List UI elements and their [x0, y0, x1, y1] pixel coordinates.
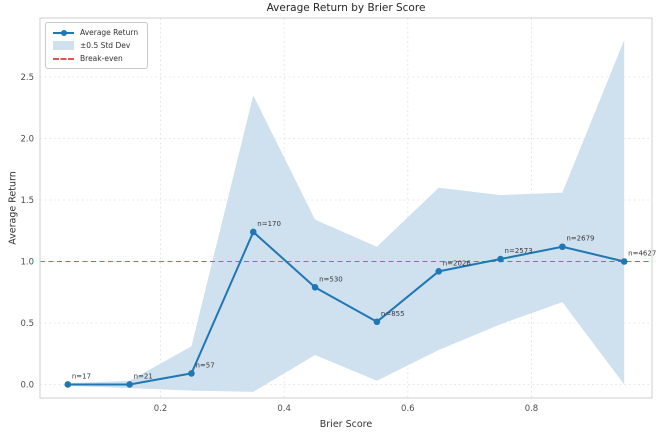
data-point — [249, 228, 257, 236]
y-tick-label: 2.0 — [20, 135, 34, 145]
y-axis-label: Average Return — [7, 171, 19, 245]
point-annotation: n=21 — [134, 372, 153, 380]
marker-dot-icon — [60, 29, 67, 36]
y-tick-label: 1.0 — [20, 257, 34, 267]
point-annotation: n=57 — [195, 361, 214, 369]
data-point — [188, 370, 195, 377]
point-annotation: n=4627 — [628, 249, 656, 257]
line-marker-swatch-icon — [53, 29, 74, 36]
y-tick-label: 0.5 — [20, 319, 34, 329]
plot-border — [39, 17, 653, 399]
point-annotation: n=170 — [257, 220, 281, 228]
data-point — [126, 381, 133, 388]
point-annotation: n=855 — [381, 310, 405, 318]
point-annotation: n=2679 — [566, 235, 594, 243]
x-axis-label: Brier Score — [319, 419, 373, 430]
data-point — [559, 243, 566, 251]
data-point — [373, 318, 381, 326]
legend-entry-break-even: Break-even — [53, 53, 138, 64]
point-annotation: n=2026 — [443, 259, 472, 267]
x-tick-label: 0.4 — [277, 404, 291, 414]
x-tick-label: 0.8 — [525, 404, 539, 414]
data-point — [497, 255, 504, 263]
data-point — [435, 268, 443, 275]
y-tick-label: 1.5 — [20, 196, 34, 206]
x-tick-label: 0.2 — [154, 404, 168, 414]
legend-label: Average Return — [80, 28, 139, 37]
band-patch-swatch-icon — [53, 41, 74, 50]
data-point — [620, 258, 628, 265]
dashed-line-swatch-icon — [53, 57, 74, 60]
legend-entry-std-dev: ±0.5 Std Dev — [53, 40, 138, 51]
data-point — [64, 381, 72, 388]
legend-label: ±0.5 Std Dev — [80, 41, 131, 50]
point-annotation: n=17 — [72, 372, 91, 380]
x-tick-label: 0.6 — [401, 404, 415, 414]
point-annotation: n=530 — [319, 275, 343, 283]
chart-title: Average Return by Brier Score — [266, 2, 426, 14]
legend-entry-average-return: Average Return — [53, 27, 138, 38]
legend: Average Return ±0.5 Std Dev Break-even — [45, 22, 149, 69]
point-annotation: n=2573 — [505, 247, 533, 255]
y-tick-label: 2.5 — [20, 73, 34, 83]
std-dev-band — [67, 40, 625, 392]
data-point — [311, 284, 319, 291]
average-return-line — [66, 230, 626, 386]
legend-label: Break-even — [80, 54, 123, 63]
y-tick-label: 0.0 — [20, 380, 34, 390]
